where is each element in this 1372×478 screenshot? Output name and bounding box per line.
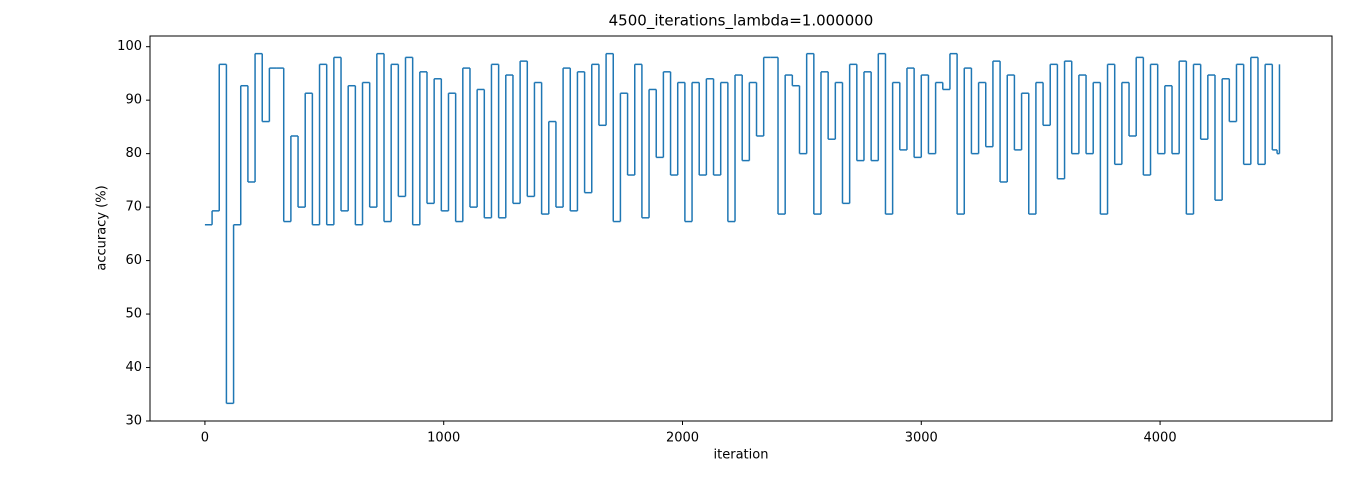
- y-tick-label: 100: [117, 39, 142, 54]
- x-tick-label: 0: [201, 431, 209, 446]
- y-tick-label: 40: [125, 360, 142, 375]
- x-tick-label: 3000: [905, 431, 938, 446]
- y-tick-label: 60: [125, 253, 142, 268]
- y-tick-label: 80: [125, 146, 142, 161]
- plot-frame: [149, 35, 1333, 422]
- chart-title: 4500_iterations_lambda=1.000000: [609, 12, 874, 31]
- y-axis-label: accuracy (%): [95, 185, 110, 270]
- x-tick-label: 4000: [1144, 431, 1177, 446]
- y-tick-label: 50: [125, 307, 142, 322]
- y-tick-label: 30: [125, 414, 142, 429]
- x-axis-label: iteration: [714, 448, 769, 463]
- y-tick-label: 70: [125, 200, 142, 215]
- y-tick-label: 90: [125, 93, 142, 108]
- x-tick-label: 2000: [666, 431, 699, 446]
- x-tick-label: 1000: [427, 431, 460, 446]
